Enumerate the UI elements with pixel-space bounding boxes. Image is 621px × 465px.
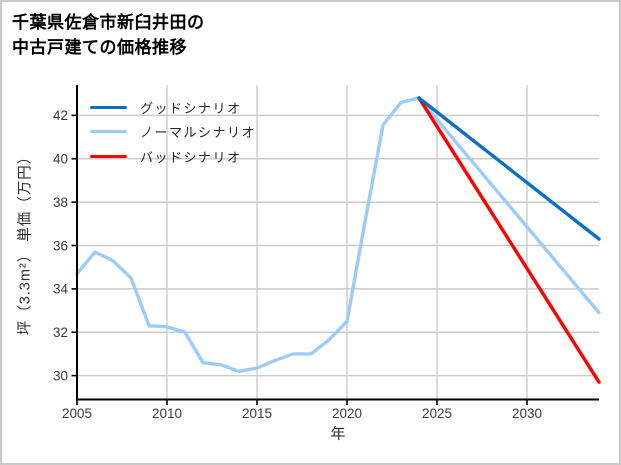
x-tick-label: 2025: [422, 406, 452, 421]
page-title: 千葉県佐倉市新臼井田の 中古戸建ての価格推移: [12, 10, 205, 60]
legend-item-good: グッドシナリオ: [90, 95, 256, 120]
legend-line-good-icon: [90, 105, 127, 109]
legend-item-normal: ノーマルシナリオ: [90, 120, 256, 145]
legend-line-bad-icon: [90, 154, 127, 158]
chart-legend: グッドシナリオ ノーマルシナリオ バッドシナリオ: [90, 95, 256, 169]
y-tick-label: 32: [53, 325, 68, 340]
x-tick-label: 2020: [332, 406, 362, 421]
x-tick-label: 2015: [242, 406, 272, 421]
x-tick-label: 2005: [62, 406, 92, 421]
x-axis-title: 年: [330, 425, 346, 443]
legend-line-normal-icon: [90, 130, 127, 134]
y-axis-title: 坪（3.3m²） 単価（万円）: [17, 148, 34, 336]
legend-label-normal: ノーマルシナリオ: [140, 125, 257, 141]
y-tick-label: 42: [53, 108, 68, 123]
y-tick-label: 30: [53, 368, 68, 383]
legend-label-bad: バッドシナリオ: [140, 149, 242, 165]
y-tick-label: 36: [53, 238, 68, 253]
y-tick-label: 38: [53, 195, 68, 210]
page-title-line1: 千葉県佐倉市新臼井田の: [12, 13, 205, 32]
series-line-good: [417, 96, 601, 241]
y-tick-label: 40: [53, 152, 68, 167]
y-tick-label: 34: [53, 282, 69, 297]
legend-item-bad: バッドシナリオ: [90, 144, 256, 169]
series-line-normal: [75, 96, 601, 374]
x-tick-label: 2010: [152, 406, 182, 421]
legend-label-good: グッドシナリオ: [140, 100, 242, 116]
series-line-bad: [417, 96, 601, 384]
page-title-line2: 中古戸建ての価格推移: [12, 38, 187, 57]
x-tick-label: 2030: [512, 406, 542, 421]
